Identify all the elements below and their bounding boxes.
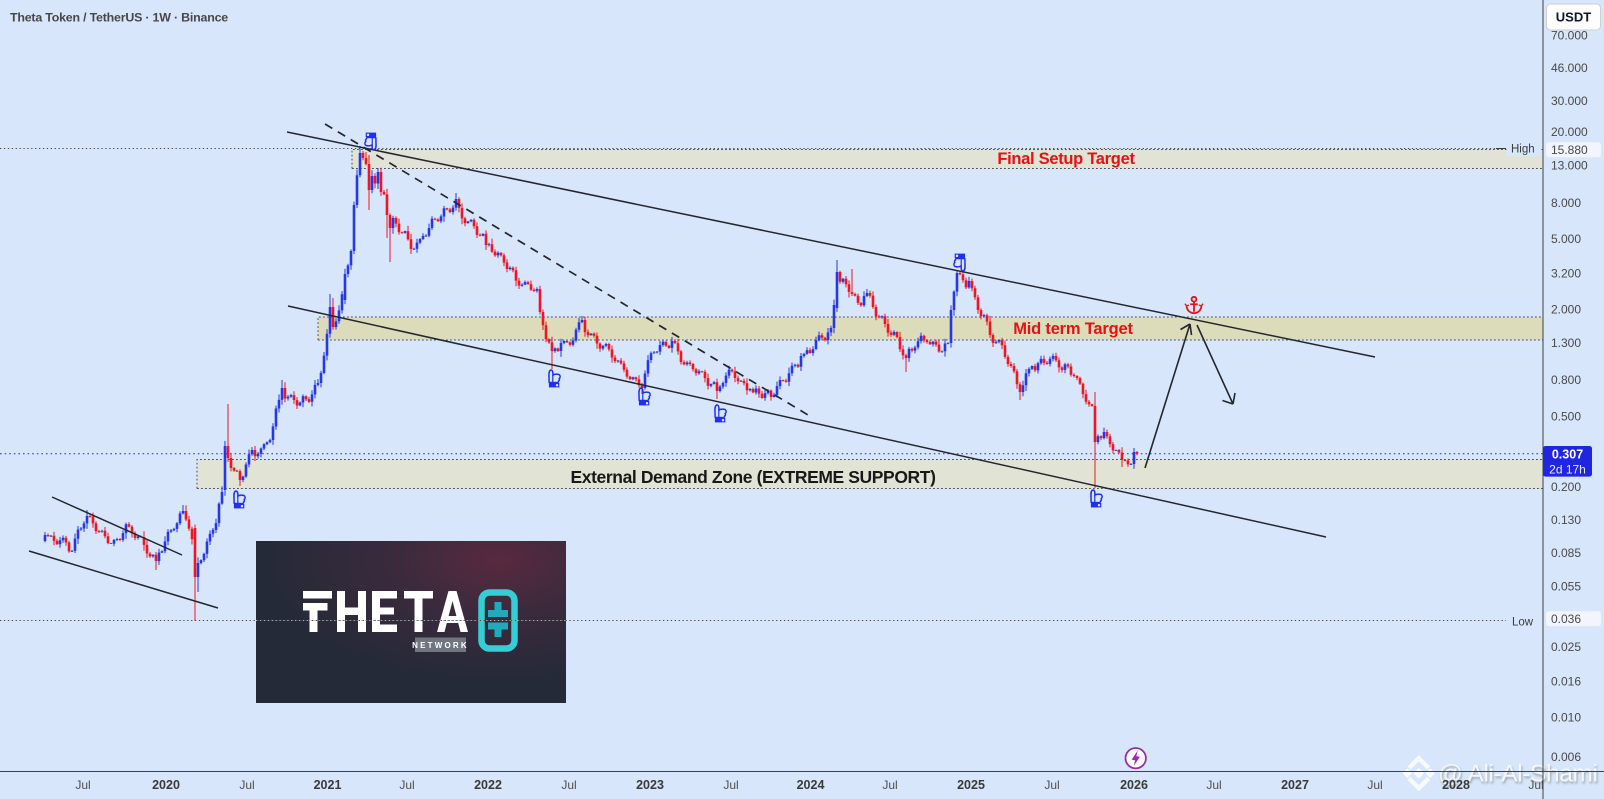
svg-text:Jul: Jul xyxy=(1367,778,1382,792)
svg-text:Theta Token / TetherUS · 1W ·: Theta Token / TetherUS · 1W · Binance xyxy=(10,11,228,25)
svg-text:2024: 2024 xyxy=(797,778,825,792)
svg-text:High: High xyxy=(1511,144,1535,156)
svg-text:Mid term Target: Mid term Target xyxy=(1013,320,1133,338)
svg-text:0.006: 0.006 xyxy=(1551,750,1581,764)
svg-text:Jul: Jul xyxy=(399,778,414,792)
svg-text:2020: 2020 xyxy=(152,778,180,792)
svg-text:0.025: 0.025 xyxy=(1551,640,1581,654)
svg-text:2023: 2023 xyxy=(636,778,664,792)
svg-text:8.000: 8.000 xyxy=(1551,196,1581,210)
svg-text:2d 17h: 2d 17h xyxy=(1549,463,1586,477)
svg-text:0.036: 0.036 xyxy=(1551,612,1581,626)
svg-text:30.000: 30.000 xyxy=(1551,94,1588,108)
svg-text:Jul: Jul xyxy=(882,778,897,792)
svg-text:USDT: USDT xyxy=(1556,10,1591,25)
svg-text:13.000: 13.000 xyxy=(1551,158,1588,172)
svg-text:External Demand Zone (EXTREME: External Demand Zone (EXTREME SUPPORT) xyxy=(571,467,936,487)
svg-text:20.000: 20.000 xyxy=(1551,125,1588,139)
svg-text:NETWORK: NETWORK xyxy=(412,641,469,650)
svg-text:5.000: 5.000 xyxy=(1551,232,1581,246)
svg-text:0.500: 0.500 xyxy=(1551,409,1581,423)
svg-text:Jul: Jul xyxy=(723,778,738,792)
svg-text:2028: 2028 xyxy=(1442,778,1470,792)
svg-text:@ Ali-Al-Shami: @ Ali-Al-Shami xyxy=(1438,761,1598,788)
svg-text:Jul: Jul xyxy=(75,778,90,792)
svg-text:70.000: 70.000 xyxy=(1551,29,1588,43)
svg-text:0.130: 0.130 xyxy=(1551,513,1581,527)
svg-text:Jul: Jul xyxy=(1044,778,1059,792)
svg-text:Jul: Jul xyxy=(561,778,576,792)
svg-text:15.880: 15.880 xyxy=(1551,143,1588,157)
svg-text:46.000: 46.000 xyxy=(1551,61,1588,75)
svg-text:1.300: 1.300 xyxy=(1551,336,1581,350)
svg-text:Final Setup Target: Final Setup Target xyxy=(997,150,1135,168)
svg-text:2026: 2026 xyxy=(1120,778,1148,792)
svg-text:2022: 2022 xyxy=(474,778,502,792)
svg-text:2021: 2021 xyxy=(314,778,342,792)
svg-text:0.085: 0.085 xyxy=(1551,546,1581,560)
svg-text:Low: Low xyxy=(1512,617,1534,629)
svg-text:0.800: 0.800 xyxy=(1551,373,1581,387)
svg-text:2025: 2025 xyxy=(957,778,985,792)
svg-text:0.010: 0.010 xyxy=(1551,711,1581,725)
svg-text:3.200: 3.200 xyxy=(1551,266,1581,280)
svg-text:0.307: 0.307 xyxy=(1552,447,1583,461)
svg-text:0.200: 0.200 xyxy=(1551,480,1581,494)
svg-text:2.000: 2.000 xyxy=(1551,303,1581,317)
svg-text:2027: 2027 xyxy=(1281,778,1309,792)
svg-text:Jul: Jul xyxy=(239,778,254,792)
svg-text:0.016: 0.016 xyxy=(1551,675,1581,689)
svg-text:Jul: Jul xyxy=(1206,778,1221,792)
svg-text:Jul: Jul xyxy=(1528,778,1543,792)
svg-text:0.055: 0.055 xyxy=(1551,579,1581,593)
